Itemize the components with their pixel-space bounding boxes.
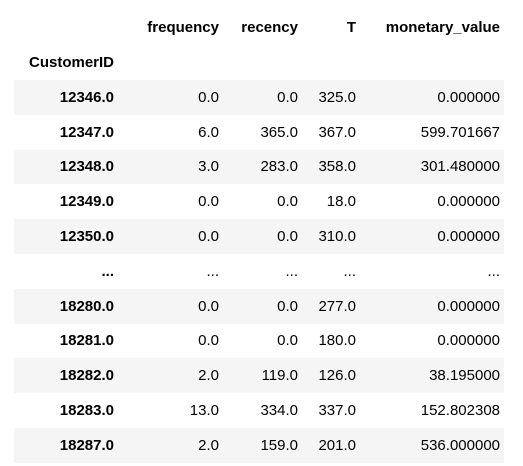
- recency-cell: ...: [285, 262, 298, 280]
- t-cell: 310.0: [318, 228, 356, 246]
- ellipsis-row: ... ... ... ... ...: [14, 254, 504, 289]
- frequency-cell: 13.0: [189, 402, 219, 420]
- recency-cell: 283.0: [260, 158, 298, 176]
- index-name-header: CustomerID: [28, 54, 114, 71]
- row-index-cell: ...: [101, 262, 114, 280]
- recency-cell: 159.0: [260, 436, 298, 454]
- dataframe-table: frequency recency T monetary_value Custo…: [14, 10, 504, 463]
- monetary-value-cell: 38.195000: [429, 367, 500, 385]
- table-row: 18281.0 0.0 0.0 180.0 0.000000: [14, 324, 504, 359]
- table-row: 12346.0 0.0 0.0 325.0 0.000000: [14, 80, 504, 115]
- table-row: 12350.0 0.0 0.0 310.0 0.000000: [14, 219, 504, 254]
- frequency-cell: 2.0: [198, 367, 219, 385]
- t-cell: ...: [343, 262, 356, 280]
- row-index-cell: 18280.0: [59, 297, 114, 315]
- recency-cell: 334.0: [260, 402, 298, 420]
- monetary-value-cell: 599.701667: [420, 123, 500, 141]
- row-index-cell: 18281.0: [59, 332, 114, 350]
- index-name-row: CustomerID: [14, 45, 504, 80]
- recency-cell: 119.0: [261, 367, 298, 385]
- frequency-cell: 0.0: [198, 193, 219, 211]
- table-row: 18283.0 13.0 334.0 337.0 152.802308: [14, 393, 504, 428]
- monetary-value-cell: 536.000000: [420, 436, 500, 454]
- monetary-value-cell: 152.802308: [420, 402, 500, 420]
- t-cell: 180.0: [318, 332, 356, 350]
- table-header: frequency recency T monetary_value Custo…: [14, 10, 504, 80]
- frequency-cell: ...: [206, 262, 219, 280]
- row-index-cell: 18287.0: [59, 436, 114, 454]
- blank-header-cell: [302, 45, 360, 80]
- table-row: 18282.0 2.0 119.0 126.0 38.195000: [14, 358, 504, 394]
- monetary-value-cell: 0.000000: [437, 297, 500, 315]
- row-index-cell: 12350.0: [59, 228, 114, 246]
- row-index-cell: 18282.0: [59, 367, 114, 385]
- monetary-value-cell: 0.000000: [437, 228, 500, 246]
- column-header-t: T: [346, 19, 356, 36]
- table-row: 18287.0 2.0 159.0 201.0 536.000000: [14, 427, 504, 463]
- monetary-value-cell: 0.000000: [437, 332, 500, 350]
- recency-cell: 365.0: [260, 123, 298, 141]
- monetary-value-cell: 301.480000: [420, 158, 500, 176]
- frequency-cell: 0.0: [198, 228, 219, 246]
- row-index-cell: 12346.0: [59, 88, 114, 106]
- recency-cell: 0.0: [277, 297, 298, 315]
- t-cell: 201.0: [318, 436, 356, 454]
- monetary-value-cell: 0.000000: [437, 88, 500, 106]
- recency-cell: 0.0: [277, 193, 298, 211]
- blank-header-cell: [118, 45, 223, 80]
- t-cell: 18.0: [326, 193, 356, 211]
- frequency-cell: 2.0: [198, 436, 219, 454]
- frequency-cell: 0.0: [198, 332, 219, 350]
- row-index-cell: 18283.0: [59, 402, 114, 420]
- blank-header-cell: [223, 45, 302, 80]
- t-cell: 277.0: [318, 297, 356, 315]
- column-header-recency: recency: [241, 19, 298, 36]
- table-row: 12348.0 3.0 283.0 358.0 301.480000: [14, 149, 504, 185]
- column-header-frequency: frequency: [147, 19, 219, 36]
- column-header-row: frequency recency T monetary_value: [14, 10, 504, 45]
- table-body: 12346.0 0.0 0.0 325.0 0.000000 12347.0 6…: [14, 80, 504, 463]
- t-cell: 126.0: [318, 367, 356, 385]
- frequency-cell: 0.0: [198, 297, 219, 315]
- monetary-value-cell: 0.000000: [437, 193, 500, 211]
- t-cell: 325.0: [318, 88, 356, 106]
- t-cell: 337.0: [318, 402, 356, 420]
- row-index-cell: 12347.0: [59, 123, 114, 141]
- row-index-cell: 12349.0: [59, 193, 114, 211]
- recency-cell: 0.0: [277, 228, 298, 246]
- blank-header-cell: [360, 45, 504, 80]
- recency-cell: 0.0: [277, 88, 298, 106]
- frequency-cell: 0.0: [198, 88, 219, 106]
- monetary-value-cell: ...: [487, 262, 500, 280]
- column-header-monetary-value: monetary_value: [385, 19, 500, 36]
- blank-header-cell: [14, 10, 118, 45]
- recency-cell: 0.0: [277, 332, 298, 350]
- table-row: 12349.0 0.0 0.0 18.0 0.000000: [14, 184, 504, 219]
- table-row: 12347.0 6.0 365.0 367.0 599.701667: [14, 115, 504, 150]
- table-row: 18280.0 0.0 0.0 277.0 0.000000: [14, 288, 504, 324]
- t-cell: 358.0: [318, 158, 356, 176]
- t-cell: 367.0: [318, 123, 356, 141]
- row-index-cell: 12348.0: [59, 158, 114, 176]
- frequency-cell: 3.0: [198, 158, 219, 176]
- frequency-cell: 6.0: [198, 123, 219, 141]
